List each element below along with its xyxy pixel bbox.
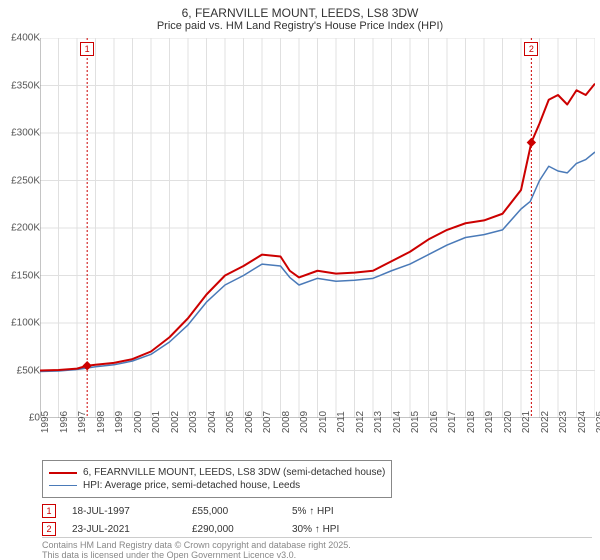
y-tick-label: £400K	[11, 33, 40, 44]
transaction-marker: 2	[42, 522, 56, 536]
x-tick-label: 2005	[225, 411, 236, 433]
x-tick-label: 2016	[429, 411, 440, 433]
x-tick-label: 2015	[410, 411, 421, 433]
x-tick-label: 2012	[355, 411, 366, 433]
x-tick-label: 1999	[114, 411, 125, 433]
x-tick-label: 2008	[281, 411, 292, 433]
x-tick-label: 2025	[595, 411, 600, 433]
x-tick-label: 2018	[466, 411, 477, 433]
footer-line: Contains HM Land Registry data © Crown c…	[42, 540, 592, 550]
x-tick-label: 2023	[558, 411, 569, 433]
x-tick-label: 1995	[40, 411, 51, 433]
y-tick-label: £100K	[11, 318, 40, 329]
x-tick-label: 1997	[77, 411, 88, 433]
chart-container: 6, FEARNVILLE MOUNT, LEEDS, LS8 3DW Pric…	[0, 0, 600, 560]
x-tick-label: 2022	[540, 411, 551, 433]
legend-label: HPI: Average price, semi-detached house,…	[83, 480, 300, 491]
y-tick-label: £0	[29, 413, 40, 424]
y-tick-label: £350K	[11, 80, 40, 91]
x-tick-label: 2013	[373, 411, 384, 433]
y-tick-label: £200K	[11, 223, 40, 234]
x-tick-label: 2017	[447, 411, 458, 433]
footer-line: This data is licensed under the Open Gov…	[42, 550, 592, 560]
legend-swatch	[49, 485, 77, 487]
legend-label: 6, FEARNVILLE MOUNT, LEEDS, LS8 3DW (sem…	[83, 467, 385, 478]
chart-svg	[40, 38, 595, 418]
x-tick-label: 2004	[207, 411, 218, 433]
x-tick-label: 2002	[170, 411, 181, 433]
transaction-date: 18-JUL-1997	[72, 506, 192, 517]
x-tick-label: 2007	[262, 411, 273, 433]
x-tick-label: 2006	[244, 411, 255, 433]
transaction-marker: 1	[42, 504, 56, 518]
y-tick-label: £300K	[11, 128, 40, 139]
x-tick-label: 2011	[336, 411, 347, 433]
x-tick-label: 2003	[188, 411, 199, 433]
y-tick-label: £250K	[11, 175, 40, 186]
x-tick-label: 2010	[318, 411, 329, 433]
legend-box: 6, FEARNVILLE MOUNT, LEEDS, LS8 3DW (sem…	[42, 460, 392, 498]
transaction-pct: 30% ↑ HPI	[292, 524, 382, 535]
legend-swatch	[49, 472, 77, 474]
transaction-pct: 5% ↑ HPI	[292, 506, 382, 517]
x-tick-label: 2020	[503, 411, 514, 433]
x-tick-label: 1998	[96, 411, 107, 433]
x-tick-label: 2024	[577, 411, 588, 433]
x-tick-label: 2014	[392, 411, 403, 433]
x-tick-label: 2019	[484, 411, 495, 433]
chart-marker-label: 1	[80, 42, 94, 56]
x-tick-label: 1996	[59, 411, 70, 433]
chart-marker-label: 2	[524, 42, 538, 56]
legend-item: 6, FEARNVILLE MOUNT, LEEDS, LS8 3DW (sem…	[49, 467, 385, 478]
transaction-date: 23-JUL-2021	[72, 524, 192, 535]
title-main: 6, FEARNVILLE MOUNT, LEEDS, LS8 3DW	[0, 0, 600, 20]
x-tick-label: 2001	[151, 411, 162, 433]
title-sub: Price paid vs. HM Land Registry's House …	[0, 20, 600, 36]
transaction-price: £55,000	[192, 506, 292, 517]
x-tick-label: 2009	[299, 411, 310, 433]
transaction-row: 1 18-JUL-1997 £55,000 5% ↑ HPI	[42, 504, 382, 518]
legend-item: HPI: Average price, semi-detached house,…	[49, 480, 385, 491]
transaction-row: 2 23-JUL-2021 £290,000 30% ↑ HPI	[42, 522, 382, 536]
x-tick-label: 2000	[133, 411, 144, 433]
y-tick-label: £150K	[11, 270, 40, 281]
footer: Contains HM Land Registry data © Crown c…	[42, 537, 592, 560]
x-tick-label: 2021	[521, 411, 532, 433]
y-tick-label: £50K	[17, 365, 40, 376]
transaction-price: £290,000	[192, 524, 292, 535]
